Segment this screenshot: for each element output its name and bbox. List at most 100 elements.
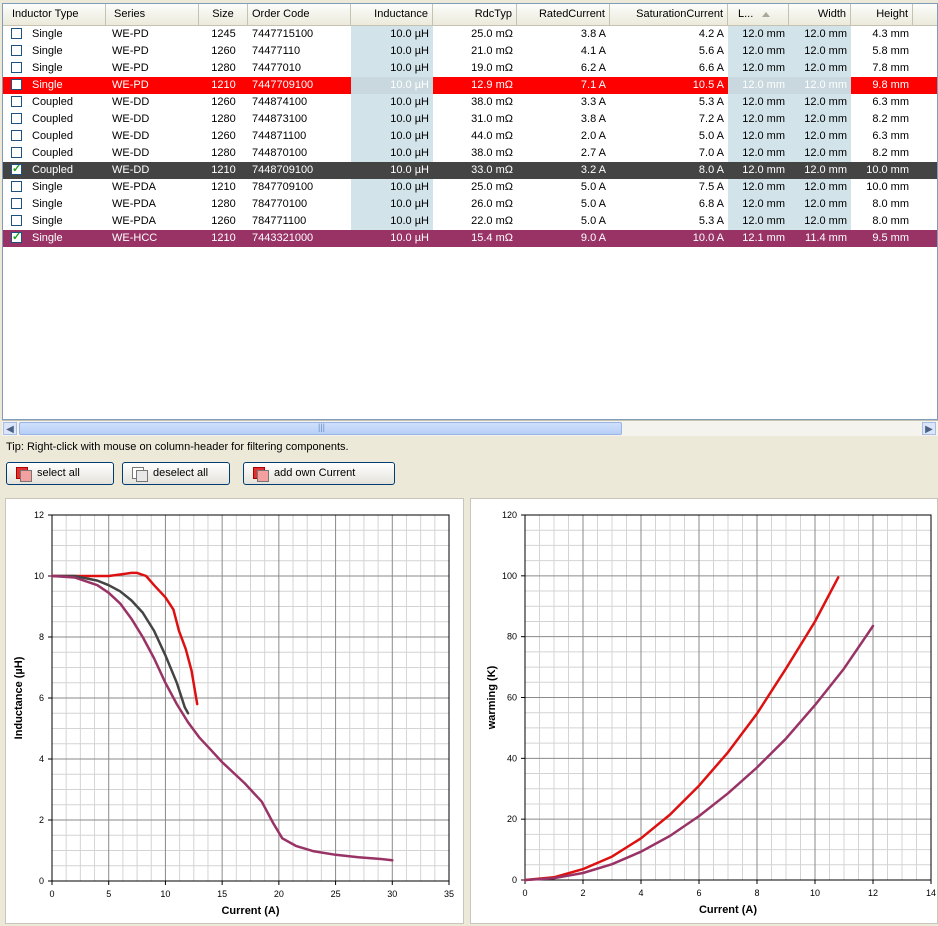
y-tick-label: 80 bbox=[507, 632, 517, 642]
cell-inductor-type: Coupled bbox=[32, 164, 73, 176]
column-header-length[interactable]: L... bbox=[728, 4, 789, 25]
cell-rdc-typ: 15.4 mΩ bbox=[471, 232, 513, 244]
x-tick-label: 0 bbox=[49, 889, 54, 899]
cell-length: 12.0 mm bbox=[728, 162, 789, 179]
row-checkbox[interactable] bbox=[11, 181, 22, 192]
row-checkbox[interactable] bbox=[11, 198, 22, 209]
cell-size: 1245 bbox=[211, 28, 236, 40]
x-tick-label: 35 bbox=[444, 889, 454, 899]
row-checkbox[interactable] bbox=[11, 215, 22, 226]
column-header-size[interactable]: Size bbox=[199, 4, 248, 25]
cell-length: 12.1 mm bbox=[728, 230, 789, 247]
cell-inductance: 10.0 µH bbox=[351, 60, 433, 77]
y-axis-label: warming (K) bbox=[486, 665, 498, 730]
scroll-left-arrow-icon[interactable]: ◀ bbox=[3, 422, 17, 435]
horizontal-scrollbar[interactable]: ◀ ||| ▶ bbox=[2, 420, 938, 436]
deselect-all-button[interactable]: deselect all bbox=[122, 462, 230, 485]
column-header-rdctyp[interactable]: RdcTyp bbox=[433, 4, 517, 25]
y-tick-label: 8 bbox=[39, 632, 44, 642]
column-header-series[interactable]: Series bbox=[106, 4, 199, 25]
cell-saturation-current: 10.5 A bbox=[692, 79, 724, 91]
row-checkbox[interactable] bbox=[11, 162, 22, 175]
cell-order-code: 784771100 bbox=[252, 215, 307, 227]
cell-series: WE-PDA bbox=[112, 215, 156, 227]
add-current-icon bbox=[253, 467, 269, 482]
table-row[interactable]: Single WE-PD 1260 74477110 10.0 µH 21.0 mΩ 4.1… bbox=[3, 43, 937, 60]
table-row[interactable]: Single WE-PD 1280 74477010 10.0 µH 19.0 mΩ 6.2… bbox=[3, 60, 937, 77]
row-checkbox[interactable] bbox=[11, 113, 22, 124]
cell-order-code: 7448709100 bbox=[252, 164, 314, 176]
cell-width: 11.4 mm bbox=[789, 230, 851, 247]
table-row[interactable]: Coupled WE-DD 1260 744874100 10.0 µH 38.0 mΩ 3… bbox=[3, 94, 937, 111]
table-row[interactable]: Coupled WE-DD 1280 744870100 10.0 µH 38.0 mΩ 2… bbox=[3, 145, 937, 162]
cell-width: 12.0 mm bbox=[789, 162, 851, 179]
row-checkbox[interactable] bbox=[11, 62, 22, 73]
cell-series: WE-PD bbox=[112, 79, 149, 91]
cell-length: 12.0 mm bbox=[728, 77, 789, 94]
cell-rdc-typ: 21.0 mΩ bbox=[471, 45, 513, 57]
column-header-rated-current[interactable]: RatedCurrent bbox=[517, 4, 610, 25]
cell-rated-current: 3.8 A bbox=[580, 28, 606, 40]
series-line-1 bbox=[523, 624, 875, 882]
y-tick-label: 20 bbox=[507, 814, 517, 824]
add-own-current-button[interactable]: add own Current bbox=[243, 462, 395, 485]
cell-order-code: 7447709100 bbox=[252, 79, 314, 91]
cell-inductance: 10.0 µH bbox=[351, 128, 433, 145]
cell-height: 9.8 mm bbox=[872, 79, 909, 91]
cell-rdc-typ: 26.0 mΩ bbox=[471, 198, 513, 210]
row-checkbox[interactable] bbox=[11, 147, 22, 158]
cell-inductor-type: Single bbox=[32, 62, 63, 74]
cell-inductance: 10.0 µH bbox=[351, 26, 433, 43]
table-row[interactable]: Single WE-PD 1245 7447715100 10.0 µH 25.0 mΩ 3… bbox=[3, 26, 937, 43]
cell-inductance: 10.0 µH bbox=[351, 145, 433, 162]
cell-rdc-typ: 38.0 mΩ bbox=[471, 96, 513, 108]
table-row[interactable]: Single WE-PDA 1280 784770100 10.0 µH 26.0 mΩ 5… bbox=[3, 196, 937, 213]
row-checkbox[interactable] bbox=[11, 45, 22, 56]
cell-rated-current: 9.0 A bbox=[580, 232, 606, 244]
cell-inductor-type: Coupled bbox=[32, 147, 73, 159]
row-checkbox[interactable] bbox=[11, 96, 22, 107]
cell-length: 12.0 mm bbox=[728, 111, 789, 128]
table-row[interactable]: Single WE-PDA 1260 784771100 10.0 µH 22.0 mΩ 5… bbox=[3, 213, 937, 230]
cell-height: 10.0 mm bbox=[866, 164, 909, 176]
row-checkbox[interactable] bbox=[11, 79, 22, 90]
row-checkbox[interactable] bbox=[11, 130, 22, 141]
column-header-inductor-type[interactable]: Inductor Type bbox=[3, 4, 106, 25]
table-row[interactable]: Coupled WE-DD 1210 7448709100 10.0 µH 33.0 mΩ… bbox=[3, 162, 937, 179]
cell-length: 12.0 mm bbox=[728, 179, 789, 196]
table-row[interactable]: Single WE-PD 1210 7447709100 10.0 µH 12.9 mΩ 7… bbox=[3, 77, 937, 94]
table-row[interactable]: Single WE-HCC 1210 7443321000 10.0 µH 15.4 mΩ… bbox=[3, 230, 937, 247]
cell-height: 8.2 mm bbox=[872, 147, 909, 159]
select-all-icon bbox=[16, 467, 32, 482]
cell-length: 12.0 mm bbox=[728, 145, 789, 162]
cell-height: 8.0 mm bbox=[872, 215, 909, 227]
cell-rdc-typ: 44.0 mΩ bbox=[471, 130, 513, 142]
table-row[interactable]: Coupled WE-DD 1280 744873100 10.0 µH 31.0 mΩ 3… bbox=[3, 111, 937, 128]
column-header-inductance[interactable]: Inductance bbox=[351, 4, 433, 25]
scrollbar-thumb[interactable]: ||| bbox=[19, 422, 622, 435]
column-header-saturation-current[interactable]: SaturationCurrent bbox=[610, 4, 728, 25]
components-grid[interactable]: Inductor Type Series Size Order Code Ind… bbox=[2, 3, 938, 420]
select-all-button[interactable]: select all bbox=[6, 462, 114, 485]
series-line-1 bbox=[50, 574, 190, 715]
table-row[interactable]: Single WE-PDA 1210 7847709100 10.0 µH 25.0 mΩ… bbox=[3, 179, 937, 196]
column-header-height[interactable]: Height bbox=[851, 4, 913, 25]
y-tick-label: 0 bbox=[39, 876, 44, 886]
warming-vs-current-chart: 0 2 4 6 8 10 12 14 0 20 40 60 80 100 120 Current (A) war… bbox=[486, 510, 936, 916]
scrollbar-grip-icon: ||| bbox=[318, 422, 326, 432]
row-checkbox[interactable] bbox=[11, 28, 22, 39]
column-header-order-code[interactable]: Order Code bbox=[248, 4, 351, 25]
cell-order-code: 7447715100 bbox=[252, 28, 314, 40]
cell-order-code: 744870100 bbox=[252, 147, 308, 159]
cell-inductance: 10.0 µH bbox=[351, 77, 433, 94]
cell-size: 1280 bbox=[211, 62, 236, 74]
column-header-width[interactable]: Width bbox=[789, 4, 851, 25]
cell-saturation-current: 7.0 A bbox=[698, 147, 724, 159]
scroll-right-arrow-icon[interactable]: ▶ bbox=[922, 422, 936, 435]
column-header-more[interactable] bbox=[913, 4, 937, 25]
column-header-length-label: L... bbox=[738, 8, 754, 20]
y-tick-label: 120 bbox=[502, 510, 517, 520]
series-line-2 bbox=[50, 574, 394, 862]
row-checkbox[interactable] bbox=[11, 230, 22, 243]
table-row[interactable]: Coupled WE-DD 1260 744871100 10.0 µH 44.0 mΩ 2… bbox=[3, 128, 937, 145]
